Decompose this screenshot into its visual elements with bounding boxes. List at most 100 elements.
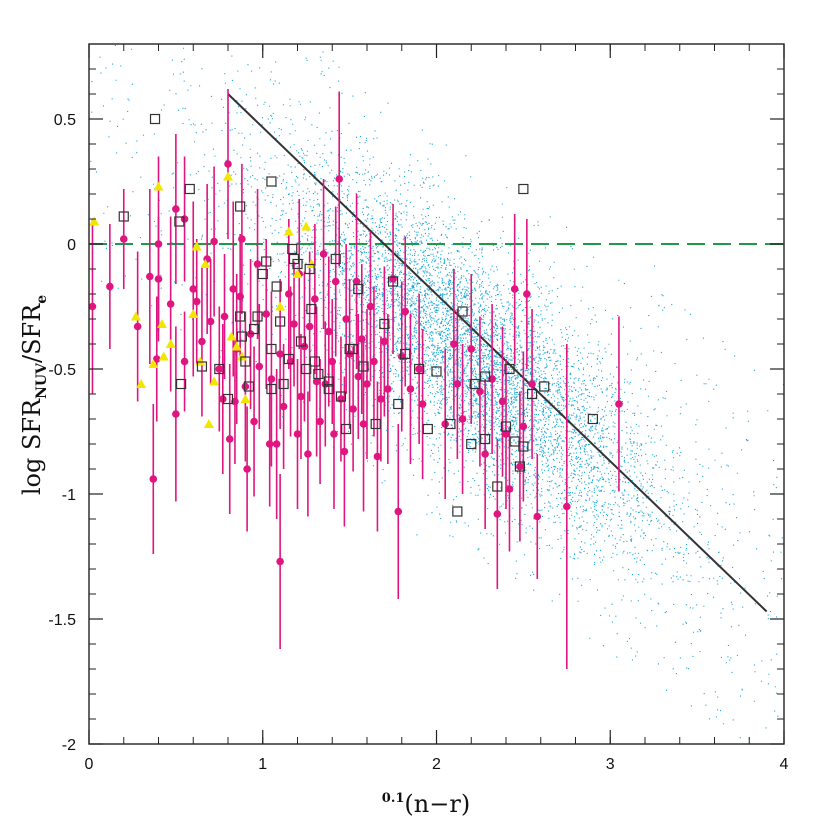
data-point-circle	[502, 430, 510, 438]
data-point-square	[214, 363, 225, 375]
data-point-triangle	[191, 241, 202, 251]
data-point-circle	[172, 205, 180, 213]
data-point-square	[348, 343, 359, 355]
background-point-cloud	[90, 44, 785, 739]
data-point-square	[414, 363, 425, 375]
data-point-circle	[615, 400, 623, 408]
data-point-circle	[340, 447, 349, 456]
data-point-triangle	[240, 394, 251, 403]
data-point-circle	[450, 340, 458, 348]
data-point-square	[445, 418, 456, 430]
data-point-square	[266, 343, 277, 355]
series-open-square	[118, 113, 598, 517]
data-point-circle	[415, 365, 423, 373]
y-axis-title-sub2: e	[34, 295, 50, 304]
data-point-circle	[324, 327, 333, 336]
data-point-square	[118, 211, 129, 222]
data-point-circle	[401, 307, 410, 316]
data-point-square	[184, 183, 195, 195]
data-point-circle	[453, 380, 462, 388]
data-point-square	[287, 243, 298, 255]
data-point-circle	[380, 337, 389, 346]
data-point-circle	[533, 512, 542, 521]
data-point-circle	[146, 272, 154, 281]
data-point-circle	[172, 410, 180, 418]
data-point-circle	[253, 260, 262, 268]
data-point-circle	[406, 385, 415, 393]
y-axis-title: log SFRNUV/SFRe	[18, 295, 50, 495]
x-tick-label: 0	[85, 756, 94, 773]
data-point-square	[466, 438, 477, 450]
data-point-square	[266, 383, 277, 395]
x-tick-label: 3	[606, 756, 615, 773]
data-point-circle	[337, 395, 345, 403]
data-point-circle	[229, 285, 238, 293]
y-tick-label: -1.5	[48, 612, 76, 629]
data-point-square	[248, 323, 260, 335]
data-point-circle	[319, 250, 328, 258]
data-point-square	[587, 413, 598, 425]
data-point-circle	[106, 282, 114, 291]
data-point-circle	[363, 380, 371, 388]
data-point-triangle	[156, 319, 167, 328]
series-circle-errorbar	[88, 89, 623, 669]
data-point-triangle	[165, 339, 176, 348]
data-point-square	[358, 361, 369, 372]
data-point-square	[353, 283, 364, 295]
data-point-circle	[523, 290, 531, 298]
data-point-circle	[467, 345, 476, 353]
data-point-square	[301, 363, 312, 375]
data-point-circle	[330, 430, 338, 438]
data-point-circle	[279, 402, 288, 411]
data-point-circle	[316, 417, 324, 426]
data-point-circle	[304, 450, 312, 458]
data-point-square	[266, 176, 277, 187]
data-point-circle	[243, 465, 251, 473]
data-point-circle	[493, 510, 502, 518]
data-point-square	[480, 371, 491, 382]
data-point-square	[379, 318, 390, 330]
data-point-circle	[505, 485, 514, 493]
data-point-triangle	[292, 269, 303, 278]
data-point-triangle	[148, 359, 159, 368]
data-point-square	[504, 363, 515, 375]
data-point-square	[309, 356, 320, 367]
data-point-circle	[152, 355, 161, 363]
data-point-circle	[389, 275, 397, 283]
data-point-triangle	[301, 221, 312, 231]
data-point-square	[235, 311, 246, 322]
data-point-circle	[335, 175, 344, 183]
data-point-triangle	[226, 331, 237, 341]
data-point-square	[283, 353, 294, 365]
data-point-circle	[272, 440, 281, 448]
x-tick-label: 1	[258, 756, 267, 773]
data-point-circle	[563, 502, 571, 511]
y-axis-title-mid: /SFR	[18, 303, 46, 363]
data-point-circle	[88, 302, 97, 311]
data-point-circle	[394, 507, 403, 516]
data-point-square	[196, 361, 208, 372]
data-point-circle	[166, 300, 175, 308]
data-point-circle	[516, 462, 524, 471]
data-point-circle	[510, 285, 519, 293]
data-point-square	[304, 263, 315, 275]
data-point-circle	[441, 420, 449, 428]
data-point-circle	[210, 237, 218, 246]
data-point-circle	[276, 557, 284, 566]
data-point-circle	[285, 290, 293, 298]
data-point-square	[400, 348, 411, 360]
data-point-circle	[119, 235, 128, 243]
data-point-circle	[312, 377, 321, 386]
data-point-circle	[241, 382, 250, 391]
data-point-square	[295, 336, 307, 347]
data-point-triangle	[158, 351, 169, 361]
data-point-square	[539, 381, 550, 392]
data-point-square	[306, 303, 317, 315]
data-point-triangle	[236, 351, 247, 361]
data-point-square	[257, 268, 268, 280]
data-point-square	[341, 423, 352, 435]
data-point-square	[370, 418, 381, 430]
data-point-triangle	[89, 216, 100, 226]
data-point-triangle	[209, 376, 220, 386]
